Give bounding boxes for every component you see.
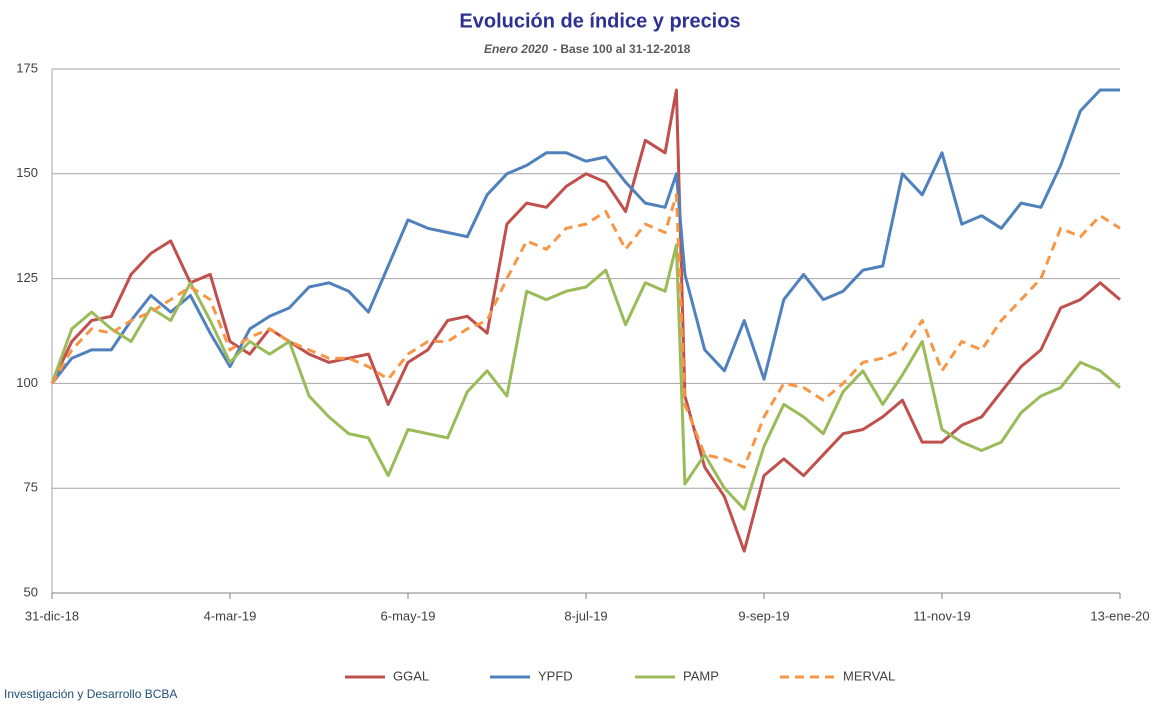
x-tick-label: 4-mar-19 <box>204 608 257 623</box>
y-tick-label: 100 <box>16 375 38 390</box>
x-tick-label: 8-jul-19 <box>564 608 607 623</box>
series-line <box>50 193 1121 469</box>
chart-title: Evolución de índice y precios <box>459 10 740 32</box>
legend-label: YPFD <box>538 668 573 683</box>
y-tick-label: 75 <box>24 480 38 495</box>
legend-label: MERVAL <box>843 668 895 683</box>
y-tick-label: 175 <box>16 60 38 75</box>
source: Investigación y Desarrollo BCBA <box>4 687 177 701</box>
x-tick-label: 11-nov-19 <box>913 608 971 623</box>
legend-label: PAMP <box>683 668 719 683</box>
series-line <box>50 88 1121 553</box>
legend-label: GGAL <box>393 668 429 683</box>
y-tick-label: 125 <box>16 270 38 285</box>
x-tick-label: 9-sep-19 <box>738 608 789 623</box>
subtitle-date: Enero 2020 <box>484 42 548 56</box>
series-line <box>50 88 1120 385</box>
series-line <box>50 243 1121 511</box>
x-tick-label: 13-ene-20 <box>1090 608 1149 623</box>
x-tick-label: 31-dic-18 <box>25 608 79 623</box>
subtitle: - Base 100 al 31-12-2018 <box>553 42 691 56</box>
y-tick-label: 50 <box>24 584 38 599</box>
x-tick-label: 6-may-19 <box>381 608 436 623</box>
y-tick-label: 150 <box>16 165 38 180</box>
